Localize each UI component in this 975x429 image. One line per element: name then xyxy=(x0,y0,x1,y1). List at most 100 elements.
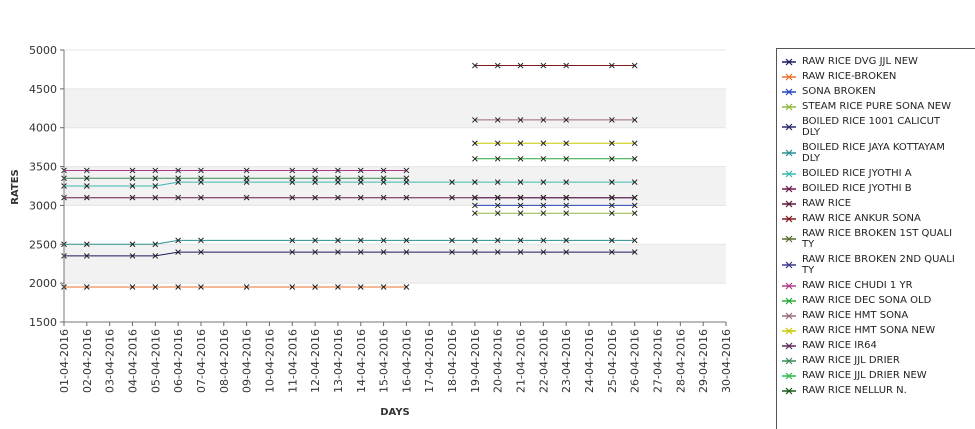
data-point xyxy=(494,202,501,209)
x-tick-label: 20-04-2016 xyxy=(492,329,505,393)
data-point xyxy=(631,202,638,209)
legend-marker xyxy=(782,215,796,222)
series-line xyxy=(64,251,635,257)
legend-marker xyxy=(782,312,796,319)
data-point xyxy=(563,249,570,255)
x-tick-label: 09-04-2016 xyxy=(241,329,254,393)
data-point xyxy=(540,155,547,162)
data-point xyxy=(449,179,455,185)
data-point xyxy=(198,237,204,244)
data-point xyxy=(129,284,136,290)
data-point xyxy=(540,202,547,209)
data-point xyxy=(540,249,547,255)
data-point xyxy=(129,175,136,182)
data-point xyxy=(289,237,296,244)
legend-label: STEAM RICE PURE SONA NEW xyxy=(802,101,951,112)
data-point xyxy=(540,237,547,244)
x-tick-label: 04-04-2016 xyxy=(126,329,139,393)
data-point xyxy=(609,194,615,201)
data-point xyxy=(563,155,570,162)
data-point xyxy=(517,179,524,185)
data-point xyxy=(631,249,638,255)
y-axis-label: RATES xyxy=(10,169,21,205)
x-tick-label: 24-04-2016 xyxy=(583,329,596,393)
legend-item: RAW RICE DVG JJL NEW xyxy=(777,56,975,67)
legend-item: RAW RICE HMT SONA NEW xyxy=(777,325,975,336)
data-point xyxy=(289,194,296,201)
legend-marker xyxy=(782,235,796,243)
x-tick-label: 25-04-2016 xyxy=(606,329,619,393)
data-point xyxy=(312,284,318,290)
x-tick-label: 14-04-2016 xyxy=(355,329,368,393)
data-point xyxy=(472,249,478,255)
y-tick-label: 4500 xyxy=(29,83,57,96)
legend-marker xyxy=(782,73,796,80)
data-point xyxy=(609,62,615,69)
legend-marker xyxy=(782,372,796,379)
legend-label: RAW RICE JJL DRIER NEW xyxy=(802,370,927,381)
x-tick-label: 12-04-2016 xyxy=(309,329,322,393)
legend-item: RAW RICE IR64 xyxy=(777,340,975,351)
data-point xyxy=(152,284,159,290)
data-point xyxy=(631,62,638,69)
data-point xyxy=(517,155,524,162)
x-tick-label: 19-04-2016 xyxy=(469,329,482,393)
data-point xyxy=(517,237,524,244)
x-tick-label: 26-04-2016 xyxy=(629,329,642,393)
legend-label: BOILED RICE JAYA KOTTAYAM DLY xyxy=(802,142,945,164)
data-point xyxy=(563,62,570,69)
data-point xyxy=(243,194,250,201)
data-point xyxy=(198,284,204,290)
data-point xyxy=(289,284,296,290)
data-point xyxy=(472,202,478,209)
data-point xyxy=(517,210,524,217)
data-point xyxy=(152,175,159,182)
data-point xyxy=(289,175,296,182)
data-point xyxy=(472,140,478,147)
data-point xyxy=(631,117,638,123)
data-point xyxy=(563,210,570,217)
data-point xyxy=(540,62,547,69)
x-tick-label: 02-04-2016 xyxy=(81,329,94,393)
data-point xyxy=(609,140,615,147)
data-point xyxy=(335,167,341,174)
x-tick-label: 13-04-2016 xyxy=(332,329,345,393)
data-point xyxy=(494,210,501,217)
data-point xyxy=(357,284,364,290)
y-tick-label: 5000 xyxy=(29,44,57,57)
legend-item: RAW RICE xyxy=(777,198,975,209)
data-point xyxy=(563,117,570,123)
data-point xyxy=(517,249,524,255)
data-point xyxy=(403,167,410,174)
data-point xyxy=(472,155,478,162)
data-point xyxy=(83,241,90,248)
data-point xyxy=(380,284,387,290)
data-point xyxy=(449,249,455,255)
y-tick-label: 3500 xyxy=(29,161,57,174)
data-point xyxy=(449,237,455,244)
data-point xyxy=(175,249,181,255)
data-point xyxy=(380,249,387,255)
x-tick-label: 21-04-2016 xyxy=(515,329,528,393)
series-line xyxy=(64,239,635,245)
grid-band xyxy=(64,166,726,206)
data-point xyxy=(380,194,387,201)
x-tick-label: 28-04-2016 xyxy=(674,329,687,393)
legend-marker xyxy=(782,282,796,289)
data-point xyxy=(631,237,638,244)
data-point xyxy=(152,167,159,174)
x-tick-label: 29-04-2016 xyxy=(697,329,710,393)
legend-marker xyxy=(782,342,796,349)
legend-item: RAW RICE BROKEN 2ND QUALI TY xyxy=(777,254,975,276)
data-point xyxy=(335,237,341,244)
data-point xyxy=(243,284,250,290)
data-point xyxy=(129,183,136,189)
data-point xyxy=(563,194,570,201)
legend-marker xyxy=(782,103,796,110)
data-point xyxy=(472,117,478,123)
legend-label: BOILED RICE 1001 CALICUT DLY xyxy=(802,116,941,138)
data-point xyxy=(175,237,181,244)
legend-label: RAW RICE DVG JJL NEW xyxy=(802,56,918,67)
data-point xyxy=(175,167,181,174)
legend-item: RAW RICE HMT SONA xyxy=(777,310,975,321)
